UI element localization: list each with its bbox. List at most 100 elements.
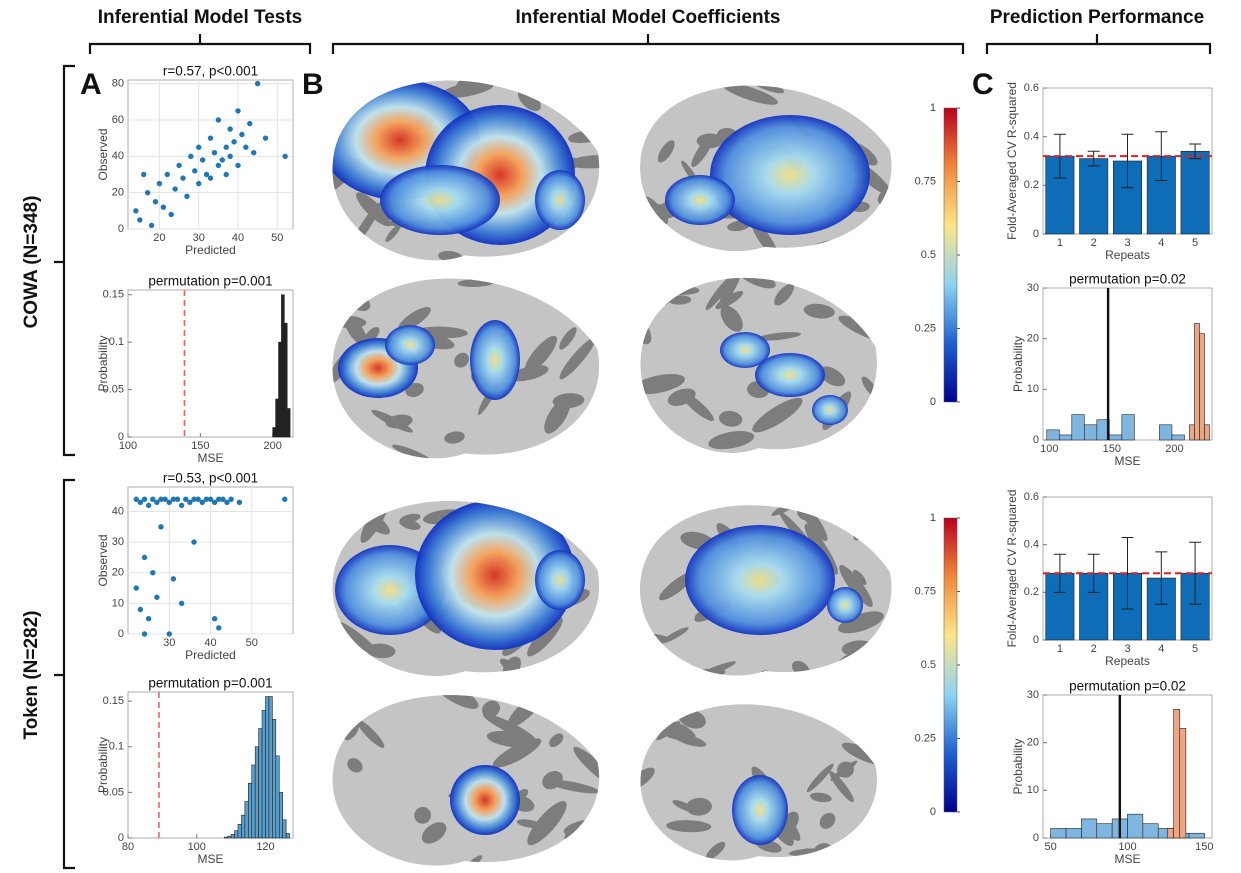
- y-tick-label: 0: [1033, 434, 1039, 446]
- point: [251, 150, 256, 155]
- histogram-bar: [273, 428, 276, 437]
- bracket: [333, 34, 963, 54]
- panel-letter: B: [302, 68, 324, 101]
- y-tick-label: 20: [112, 567, 124, 579]
- histogram-bar: [269, 697, 272, 838]
- point: [208, 135, 213, 140]
- point: [154, 595, 159, 600]
- point: [188, 154, 193, 159]
- activation: [535, 170, 585, 230]
- activation: [385, 325, 435, 365]
- activation: [812, 395, 848, 425]
- point: [192, 168, 197, 173]
- point: [146, 503, 151, 508]
- activation: [685, 525, 835, 635]
- histogram-bar: [1167, 828, 1173, 838]
- histogram-bar: [272, 719, 275, 838]
- sulcus: [646, 498, 697, 507]
- sulcus: [571, 703, 593, 732]
- sulcus: [571, 689, 605, 729]
- brain-map: [626, 263, 895, 463]
- sulcus: [314, 677, 368, 714]
- brain-map: [313, 58, 622, 266]
- activation: [535, 550, 585, 610]
- bracket: [54, 480, 75, 868]
- colorbar-tick-label: 0: [930, 806, 936, 818]
- y-tick-label: 0.6: [1024, 82, 1039, 94]
- chart-title: r=0.57, p<0.001: [163, 64, 258, 79]
- point: [153, 199, 158, 204]
- histogram-bar: [1189, 425, 1194, 440]
- sulcus: [863, 487, 899, 515]
- histogram-bar: [248, 783, 251, 838]
- activation: [827, 587, 863, 623]
- x-tick-label: 5: [1192, 643, 1198, 655]
- chart-title: permutation p=0.02: [1069, 272, 1186, 287]
- histogram-bar: [224, 837, 227, 838]
- y-tick-label: 0: [1033, 228, 1039, 240]
- row-label: Token (N=282): [21, 611, 42, 740]
- histogram-bar: [228, 836, 231, 838]
- sulcus: [657, 285, 699, 296]
- histogram-bar: [276, 756, 279, 838]
- y-tick-label: 0.4: [1024, 131, 1039, 143]
- y-axis-label: Probability: [1011, 336, 1025, 392]
- activation: [665, 175, 735, 225]
- histogram-bar: [1066, 828, 1081, 838]
- sulcus: [803, 683, 850, 721]
- x-axis-label: MSE: [197, 451, 223, 465]
- x-axis-label: MSE: [1114, 454, 1140, 468]
- colorbar-tick-label: 0.75: [915, 175, 936, 187]
- x-tick-label: 100: [1118, 841, 1136, 853]
- sulcus: [359, 663, 384, 688]
- x-tick-label: 1: [1057, 643, 1063, 655]
- brain-map: [632, 483, 899, 688]
- point: [175, 497, 180, 502]
- x-tick-label: 100: [188, 841, 206, 853]
- y-tick-label: 10: [1027, 383, 1039, 395]
- point: [200, 157, 205, 162]
- histogram-bar: [1059, 435, 1072, 440]
- y-tick-label: 80: [112, 78, 124, 90]
- colorbar-tick-label: 0.75: [915, 585, 936, 597]
- brain-map: [638, 77, 901, 261]
- activation: [710, 115, 870, 235]
- y-tick-label: 0.15: [103, 695, 124, 707]
- histogram-bar: [287, 409, 290, 437]
- histogram-bar: [1097, 824, 1112, 838]
- y-tick-label: 20: [1027, 333, 1039, 345]
- bracket: [54, 66, 75, 455]
- histogram-bar: [245, 802, 248, 839]
- y-tick-label: 40: [112, 150, 124, 162]
- sulcus: [581, 484, 603, 508]
- x-tick-label: 200: [1165, 443, 1183, 455]
- panel-letter: A: [80, 68, 102, 101]
- histogram-bar: [1172, 435, 1185, 440]
- point: [228, 497, 233, 502]
- brain-map: [619, 683, 887, 873]
- bracket: [90, 34, 310, 54]
- x-tick-label: 80: [122, 841, 134, 853]
- histogram-bar: [1084, 425, 1097, 440]
- x-tick-label: 50: [1045, 841, 1057, 853]
- sulcus: [568, 277, 596, 304]
- x-tick-label: 3: [1124, 237, 1130, 249]
- point: [145, 190, 150, 195]
- y-axis-label: Observed: [96, 534, 110, 586]
- histogram-bar: [235, 831, 238, 838]
- sulcus: [650, 80, 671, 106]
- brain-map: [333, 484, 605, 688]
- colorbar-tick-label: 0.5: [921, 249, 936, 261]
- colorbar: [944, 108, 957, 402]
- y-axis-label: Fold-Averaged CV R-squared: [1005, 82, 1019, 240]
- point: [158, 524, 163, 529]
- point: [255, 81, 260, 86]
- x-tick-label: 30: [163, 637, 175, 649]
- point: [227, 126, 232, 131]
- point: [133, 208, 138, 213]
- x-axis-label: MSE: [197, 852, 223, 866]
- x-tick-label: 40: [232, 232, 244, 244]
- histogram-bar: [241, 815, 244, 838]
- point: [150, 570, 155, 575]
- y-tick-label: 0.1: [109, 336, 124, 348]
